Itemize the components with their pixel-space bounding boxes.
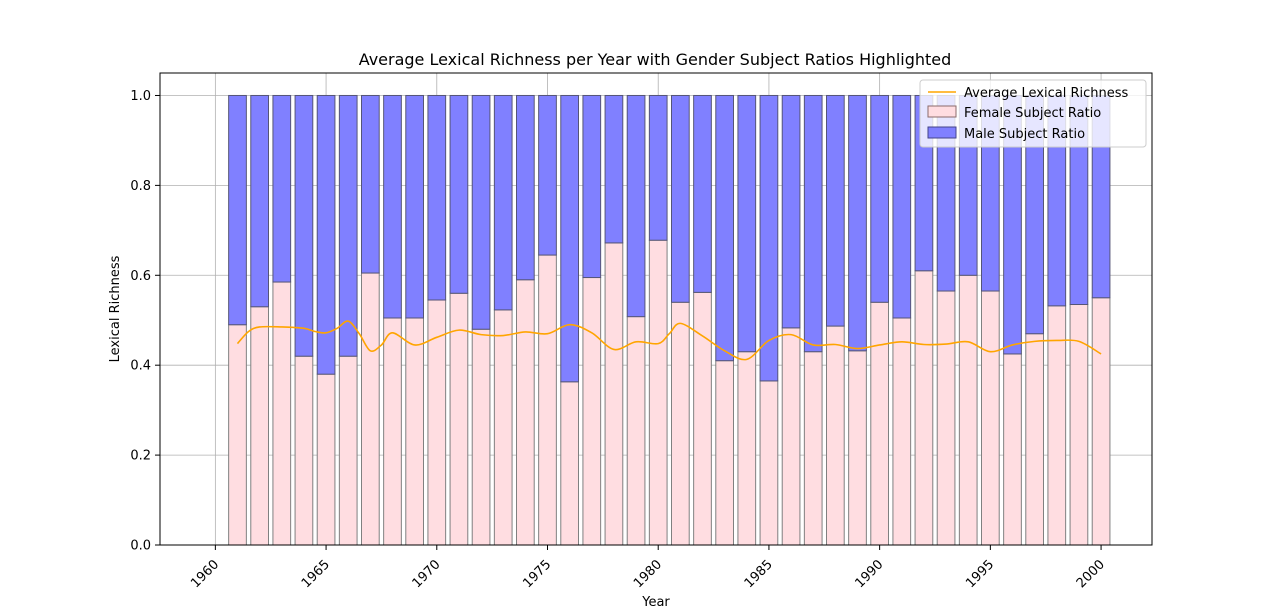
bar-male-1988 [826,94,845,327]
bar-female-1969 [405,317,424,546]
y-tick-label: 1.0 [130,89,151,104]
bar-male-1981 [671,94,690,303]
bar-female-1966 [338,355,358,546]
bar-male-1969 [405,94,424,319]
bar-female-1980 [648,239,668,546]
bar-male-1976 [560,94,579,383]
legend-male-swatch [927,126,957,139]
bar-male-1972 [471,94,491,330]
bar-female-1973 [493,309,513,546]
bar-female-1962 [250,306,270,546]
x-tick-label: 1985 [742,557,776,591]
bar-female-1968 [383,317,402,546]
bar-male-1979 [626,94,646,318]
bar-female-1997 [1025,333,1045,546]
bar-male-1974 [516,94,535,281]
bar-female-1964 [294,355,314,546]
legend: Average Lexical Richness Female Subject … [919,79,1147,148]
bar-female-1975 [538,254,557,546]
legend-entry-male-subject-ratio: Male Subject Ratio [964,127,1085,142]
bar-male-1970 [427,94,447,301]
bar-male-1978 [604,94,624,244]
x-tick-label: 1990 [852,557,886,591]
bar-male-1984 [737,94,757,353]
bar-female-1976 [560,381,579,546]
x-axis-ticks: 1960 1965 1970 1975 1980 1985 1990 1995 2000 [188,545,1108,591]
bar-female-1983 [715,360,734,546]
y-axis-label: Lexical Richness [108,255,123,362]
legend-entry-average-lexical-richness: Average Lexical Richness [964,86,1129,101]
bar-male-1971 [449,94,469,294]
y-tick-label: 0.4 [130,359,151,374]
x-tick-label: 2000 [1074,557,1108,591]
chart-title: Average Lexical Richness per Year with G… [359,50,952,69]
y-tick-label: 0.6 [130,269,151,284]
bar-female-1992 [914,270,934,546]
x-tick-label: 1975 [520,557,554,591]
bar-male-1991 [892,94,912,319]
bar-female-1986 [781,327,801,546]
bar-female-1965 [316,373,336,546]
bar-male-1964 [294,94,314,357]
bar-male-1973 [493,94,513,311]
legend-female-swatch [927,105,957,118]
bar-female-1996 [1003,353,1022,546]
bar-male-1966 [338,94,358,357]
x-axis-label: Year [641,595,670,610]
x-tick-label: 1965 [299,557,333,591]
bar-male-1986 [781,94,801,329]
bar-female-1982 [693,291,712,546]
bar-female-1990 [870,301,889,546]
x-tick-label: 1980 [631,557,665,591]
bar-female-1984 [737,351,757,546]
bar-female-1981 [671,301,690,546]
bar-female-1995 [981,290,1000,546]
bars [228,94,1111,546]
bar-male-1980 [648,94,668,241]
bar-female-1961 [228,324,247,546]
bar-male-1962 [250,94,270,308]
legend-box [919,79,1147,148]
bar-female-1963 [272,281,292,546]
legend-entry-female-subject-ratio: Female Subject Ratio [964,106,1101,121]
bar-female-1974 [516,279,535,546]
plot-frame [159,72,1153,546]
bar-male-1982 [693,94,712,293]
y-tick-label: 0.2 [130,449,151,464]
x-tick-label: 1960 [188,557,222,591]
bar-male-1965 [316,94,336,375]
bar-female-1985 [759,380,779,546]
bar-female-1989 [848,350,867,546]
bar-male-1975 [538,94,557,256]
bar-female-1994 [958,274,978,546]
bar-female-1987 [803,351,823,546]
bar-female-1972 [471,328,491,546]
bar-male-1983 [715,94,734,362]
x-tick-label: 1970 [410,557,444,591]
bar-male-1967 [361,94,380,274]
bar-female-1978 [604,242,624,546]
bar-male-1968 [383,94,402,319]
y-tick-label: 0.8 [130,179,151,194]
bar-male-1990 [870,94,889,303]
bar-female-1998 [1047,305,1067,546]
x-tick-label: 1995 [963,557,997,591]
bar-male-1985 [759,94,779,382]
bar-female-1991 [892,317,912,546]
bar-male-1963 [272,94,292,283]
bar-female-1979 [626,316,646,546]
bar-female-1988 [826,325,845,546]
bar-female-2000 [1091,297,1111,546]
bar-male-1977 [582,94,602,279]
bar-male-1989 [848,94,867,352]
y-axis-ticks: 0.0 0.2 0.4 0.6 0.8 1.0 [130,89,160,554]
average-lexical-richness-line [236,320,1102,361]
y-tick-label: 0.0 [130,539,151,554]
bar-female-1977 [582,277,602,546]
bar-male-1987 [803,94,823,353]
bar-male-1961 [228,94,247,326]
bar-female-1967 [361,272,380,546]
bar-female-1993 [936,290,956,546]
